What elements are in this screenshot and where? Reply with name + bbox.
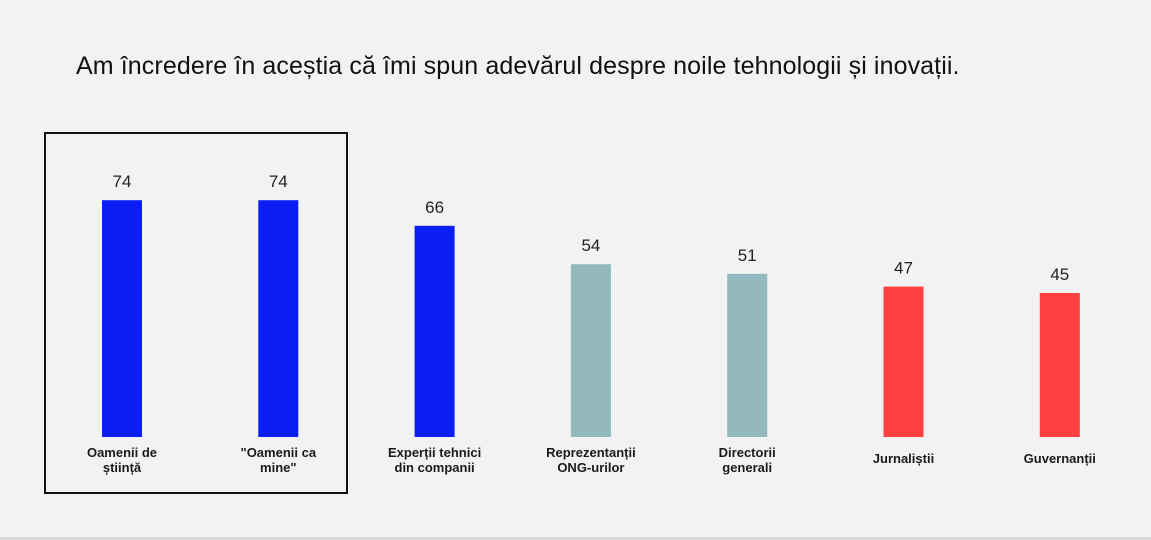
data-label-5: 47	[894, 259, 913, 278]
data-label-1: 74	[269, 172, 288, 191]
bottom-divider	[0, 537, 1151, 540]
bar-5	[883, 286, 924, 437]
data-label-2: 66	[425, 198, 444, 217]
category-label-2: Experții tehnici din companii	[388, 445, 481, 475]
data-label-3: 54	[581, 236, 600, 255]
bar-2	[414, 225, 455, 437]
category-label-1: "Oamenii ca mine"	[241, 445, 317, 475]
category-label-3: Reprezentanții ONG-urilor	[546, 445, 636, 475]
bar-4	[727, 273, 768, 437]
bar-1	[258, 200, 299, 437]
category-label-5: Jurnaliștii	[873, 451, 934, 466]
category-label-6: Guvernanții	[1024, 451, 1096, 466]
bar-3	[570, 264, 611, 437]
category-label-0: Oamenii de știință	[87, 445, 157, 475]
chart-title: Am încredere în aceștia că îmi spun adev…	[76, 52, 960, 80]
bar-6	[1039, 293, 1080, 437]
data-label-4: 51	[738, 246, 757, 265]
data-label-6: 45	[1050, 265, 1069, 284]
data-label-0: 74	[113, 172, 132, 191]
bar-0	[102, 200, 142, 437]
highlight-box	[44, 132, 348, 494]
category-label-4: Directorii generali	[719, 445, 776, 475]
